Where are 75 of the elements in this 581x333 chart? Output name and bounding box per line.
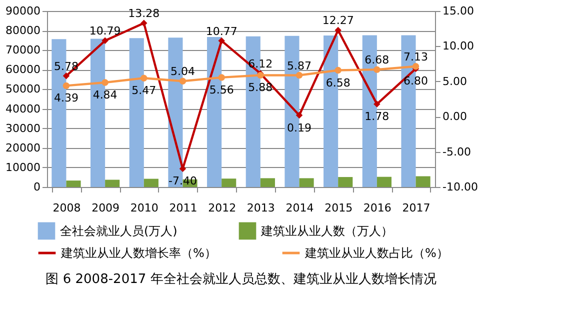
y-tick-label: 70000 (6, 44, 40, 57)
legend-label: 建筑业从业人数（万人） (260, 224, 393, 238)
x-tick-label: 2017 (402, 202, 430, 214)
legend-label: 全社会就业人员(万人) (60, 224, 178, 238)
point (334, 26, 342, 34)
data-label: 6.68 (364, 54, 390, 67)
bar (376, 176, 392, 187)
point (218, 37, 225, 44)
data-label: 5.47 (132, 84, 156, 98)
x-tick-label: 2012 (208, 202, 236, 214)
y-tick-label: 60000 (6, 63, 40, 76)
point (179, 78, 186, 84)
data-label: 0.19 (287, 121, 312, 134)
point (102, 79, 108, 86)
y-tick-label: 30000 (6, 122, 40, 135)
point (296, 72, 303, 79)
point (412, 63, 420, 70)
x-tick-label: 2009 (92, 202, 120, 214)
bar (105, 180, 120, 187)
point (62, 72, 70, 80)
point (102, 37, 108, 44)
point (62, 82, 70, 90)
data-label: 12.27 (322, 14, 354, 28)
point (334, 66, 342, 74)
x-tick-label: 2014 (286, 202, 314, 214)
point (374, 100, 380, 108)
data-label: 5.88 (248, 81, 273, 94)
y2-tick-label: -10.00 (442, 180, 478, 194)
y2-tick-label: 5.00 (442, 74, 467, 88)
data-label: 7.13 (404, 50, 428, 64)
data-label: 6.58 (326, 76, 350, 90)
bar (338, 177, 353, 187)
bar (299, 178, 314, 187)
bar (144, 178, 158, 187)
point (218, 74, 225, 81)
bar (66, 180, 81, 187)
x-tick-label: 2010 (130, 202, 158, 214)
x-tick-label: 2011 (169, 202, 198, 214)
data-label: 4.39 (54, 92, 78, 105)
data-label: 6.80 (404, 74, 428, 88)
point (296, 112, 303, 119)
data-label: 6.12 (248, 58, 273, 71)
x-tick-label: 2016 (363, 202, 392, 214)
legend-label: 建筑业从业人数增长率（%） (60, 246, 216, 260)
data-label: 13.28 (128, 7, 160, 20)
data-label: 10.77 (206, 24, 238, 38)
data-label: 5.04 (170, 65, 195, 78)
x-tick-label: 2008 (52, 202, 81, 214)
y2-tick-label: 15.00 (442, 4, 474, 18)
y-tick-label: 10000 (6, 160, 40, 174)
y2-tick-label: 0.00 (442, 110, 467, 124)
y2-tick-label: -5.00 (442, 145, 471, 158)
point (374, 66, 380, 73)
y-tick-label: 40000 (6, 102, 40, 116)
data-label: 10.79 (89, 24, 121, 38)
text: 图 6 2008-2017 年全社会就业人员总数、建筑业从业人数增长情况 (46, 272, 436, 287)
y2-tick-label: 10.00 (442, 40, 474, 53)
data-label: 5.87 (287, 59, 312, 72)
data-label: 1.78 (364, 110, 390, 124)
y-tick-label: 50000 (6, 82, 40, 96)
data-label: -7.40 (168, 174, 197, 188)
bar (416, 176, 430, 187)
bar (222, 178, 236, 187)
point (140, 74, 148, 82)
y-tick-label: 20000 (6, 141, 40, 154)
data-label: 4.84 (92, 88, 118, 102)
bar (260, 178, 275, 187)
legend-label: 建筑业从业人数占比（%） (304, 246, 448, 260)
data-label: 5.56 (209, 83, 234, 96)
y-tick-label: 90000 (6, 4, 40, 18)
x-tick-label: 2013 (246, 202, 275, 214)
y-tick-label: 0 (34, 180, 40, 194)
x-tick-label: 2015 (324, 202, 353, 214)
y-tick-label: 80000 (6, 24, 40, 38)
point (140, 20, 148, 26)
